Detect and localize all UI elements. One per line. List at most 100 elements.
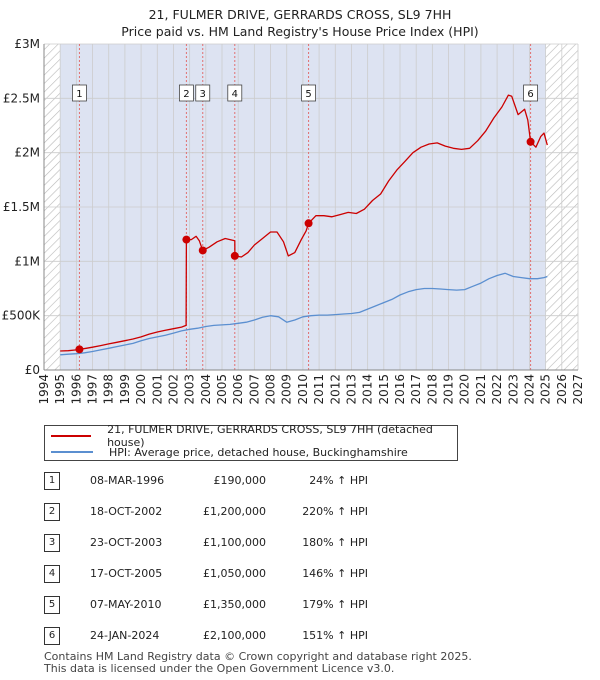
row-hpi: 24% ↑ HPI [309,474,368,487]
legend-label-hpi: HPI: Average price, detached house, Buck… [109,445,408,459]
x-tick-label: 2008 [264,374,278,405]
x-tick-label: 2012 [328,374,342,405]
row-hpi: 180% ↑ HPI [302,536,368,549]
table-row: 6 24-JAN-2024 £2,100,000 151% ↑ HPI [44,627,600,647]
x-tick-label: 2019 [442,374,456,405]
row-number-badge: 1 [44,472,60,490]
x-tick-label: 1995 [53,374,67,405]
x-tick-label: 2025 [539,374,553,405]
x-tick-label: 2015 [377,374,391,405]
row-date: 23-OCT-2003 [90,536,163,549]
x-tick-label: 2013 [344,374,358,405]
x-tick-label: 2021 [474,374,488,405]
footer-licence: This data is licensed under the Open Gov… [44,662,395,675]
x-tick-label: 2024 [522,374,536,405]
x-tick-label: 2006 [231,374,245,405]
x-tick-label: 2026 [555,374,569,405]
legend-label-price: 21, FULMER DRIVE, GERRARDS CROSS, SL9 7H… [107,423,433,449]
row-hpi: 146% ↑ HPI [302,567,368,580]
row-date: 18-OCT-2002 [90,505,163,518]
legend: 21, FULMER DRIVE, GERRARDS CROSS, SL9 7H… [44,423,458,461]
x-tick-label: 1999 [118,374,132,405]
sale-point-4 [230,251,239,260]
row-price: £190,000 [213,474,267,487]
row-date: 17-OCT-2005 [90,567,163,580]
x-tick-label: 2023 [506,374,520,405]
sale-label-6: 6 [527,89,533,100]
sale-point-2 [182,235,191,244]
sale-label-2: 2 [183,89,189,100]
y-tick-label: £0 [25,363,40,377]
x-tick-label: 2020 [458,374,472,405]
sale-point-3 [198,246,207,255]
row-number-badge: 5 [44,596,60,614]
x-tick-label: 2016 [393,374,407,405]
legend-swatch-price [51,435,92,437]
row-price: £1,050,000 [203,567,266,580]
title-line-2: Price paid vs. HM Land Registry's House … [121,24,479,39]
row-price: £1,200,000 [203,505,266,518]
sale-point-1 [75,345,84,354]
y-tick-label: £2M [14,146,40,160]
hpi-line [60,272,548,356]
x-tick-label: 2002 [166,374,180,405]
sale-label-box-2 [178,84,194,102]
x-tick-label: 2007 [247,374,261,405]
sale-label-5: 5 [305,89,311,100]
row-number-badge: 3 [44,534,60,552]
table-row: 4 17-OCT-2005 £1,050,000 146% ↑ HPI [44,565,600,585]
table-row: 1 08-MAR-1996 £190,000 24% ↑ HPI [44,472,600,492]
x-tick-label: 2004 [199,374,213,405]
x-tick-label: 2011 [312,374,326,405]
y-tick-label: £500K [2,309,42,323]
row-date: 08-MAR-1996 [90,474,165,487]
x-tick-label: 1997 [86,374,100,405]
row-price: £1,350,000 [203,598,266,611]
row-price: £2,100,000 [203,629,266,642]
row-price: £1,100,000 [203,536,266,549]
row-hpi: 179% ↑ HPI [302,598,368,611]
price-paid-line [60,94,548,352]
legend-item-price: 21, FULMER DRIVE, GERRARDS CROSS, SL9 7H… [51,423,457,449]
table-row: 2 18-OCT-2002 £1,200,000 220% ↑ HPI [44,503,600,523]
row-date: 07-MAY-2010 [90,598,162,611]
x-tick-label: 2017 [409,374,423,405]
sale-label-1: 1 [76,89,82,100]
y-tick-label: £2.5M [3,91,40,105]
x-tick-label: 2000 [134,374,148,405]
row-date: 24-JAN-2024 [90,629,160,642]
x-tick-label: 1998 [102,374,116,405]
x-tick-label: 2027 [571,374,585,405]
y-tick-label: £1M [14,254,40,268]
title-line-1: 21, FULMER DRIVE, GERRARDS CROSS, SL9 7H… [148,7,452,22]
row-number-badge: 4 [44,565,60,583]
table-row: 5 07-MAY-2010 £1,350,000 179% ↑ HPI [44,596,600,616]
sale-label-box-3 [195,84,211,102]
y-tick-label: £3M [14,37,40,51]
table-row: 3 23-OCT-2003 £1,100,000 180% ↑ HPI [44,534,600,554]
row-number-badge: 6 [44,627,60,645]
x-tick-label: 2009 [280,374,294,405]
legend-swatch-hpi [51,451,93,453]
sale-label-4: 4 [232,89,238,100]
sale-label-box-1 [72,84,87,102]
x-tick-label: 2003 [183,374,197,405]
sale-point-6 [526,137,535,146]
sale-point-5 [304,219,313,228]
chart-title: 21, FULMER DRIVE, GERRARDS CROSS, SL9 7H… [0,6,600,40]
sale-label-3: 3 [200,89,206,100]
row-number-badge: 2 [44,503,60,521]
x-tick-label: 1994 [37,374,51,405]
sale-label-box-5 [301,84,316,102]
x-tick-label: 2014 [361,374,375,405]
x-tick-label: 2018 [425,374,439,405]
row-hpi: 151% ↑ HPI [302,629,368,642]
x-tick-label: 2005 [215,374,229,405]
y-tick-label: £1.5M [3,200,40,214]
row-hpi: 220% ↑ HPI [302,505,368,518]
sale-label-box-6 [523,84,538,102]
x-tick-label: 1996 [69,374,83,405]
footer: Contains HM Land Registry data © Crown c… [44,651,472,675]
footer-copyright: Contains HM Land Registry data © Crown c… [44,650,472,663]
